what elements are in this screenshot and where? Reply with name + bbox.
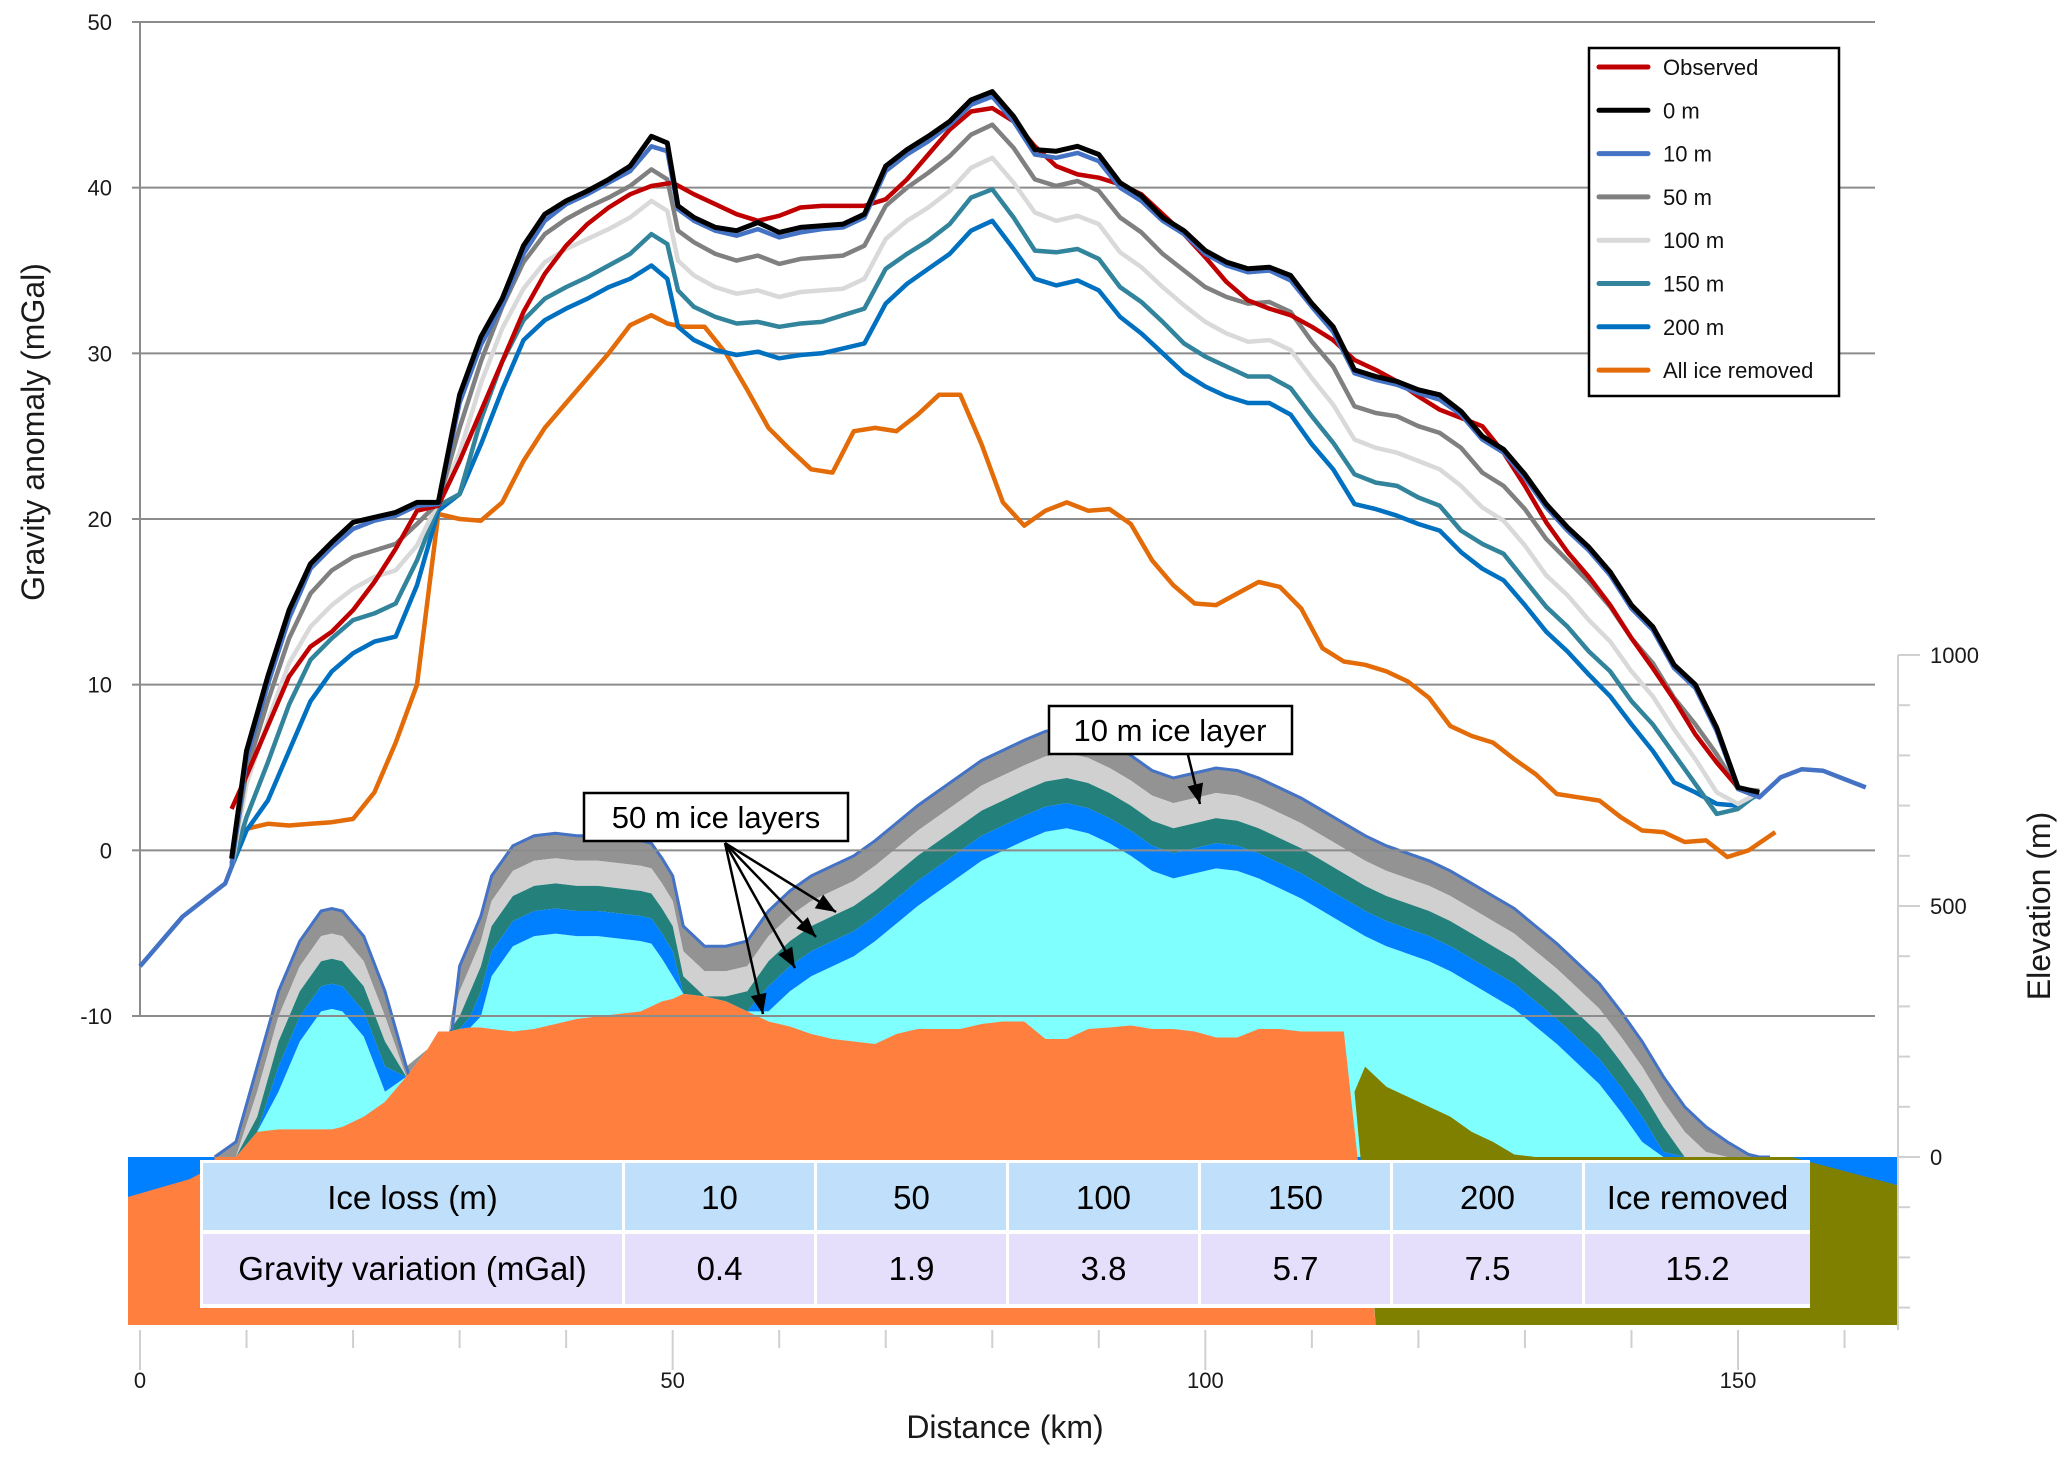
x-tick-label: 100 xyxy=(1187,1368,1224,1393)
annotation-label: 10 m ice layer xyxy=(1074,713,1267,748)
table-row-cell xyxy=(1393,1234,1582,1304)
table-header-cell xyxy=(1585,1163,1810,1230)
legend-label: 50 m xyxy=(1663,185,1712,210)
y-tick-label: 50 xyxy=(88,10,112,35)
gravity-series xyxy=(138,89,1867,968)
series-line-100-m xyxy=(229,155,1761,868)
table-header-text: 10 xyxy=(701,1179,738,1216)
arrow-head xyxy=(796,917,816,937)
table-header-text: Ice loss (m) xyxy=(327,1179,498,1216)
annotation-label: 50 m ice layers xyxy=(612,800,820,835)
table-row-text: Gravity variation (mGal) xyxy=(238,1250,586,1287)
legend-label: 10 m xyxy=(1663,142,1712,167)
arrow-head xyxy=(1187,782,1204,804)
arrow-head xyxy=(778,946,795,968)
table-header-cell xyxy=(817,1163,1006,1230)
x-tick-label: 0 xyxy=(134,1368,146,1393)
y-axis-title: Gravity anomaly (mGal) xyxy=(15,263,51,601)
table-header-cell xyxy=(1201,1163,1390,1230)
annotation-box xyxy=(1047,704,1294,756)
series-line-150-m xyxy=(229,187,1761,868)
legend-label: Observed xyxy=(1663,55,1758,80)
y-tick-label: 30 xyxy=(88,341,112,366)
arrow-head xyxy=(750,992,767,1014)
legend-label: All ice removed xyxy=(1663,358,1813,383)
table-header-text: 200 xyxy=(1460,1179,1515,1216)
arrow-line xyxy=(723,842,797,969)
table-header-text: Ice removed xyxy=(1607,1179,1789,1216)
series-line-observed xyxy=(229,105,1740,810)
table-row-text: 3.8 xyxy=(1081,1250,1127,1287)
table-header-text: 150 xyxy=(1268,1179,1323,1216)
legend: Observed 0 m 10 m 50 m 100 m 150 m 200 m All ic… xyxy=(1587,46,1841,398)
table-header-cell xyxy=(1009,1163,1198,1230)
y-tick-label: 20 xyxy=(88,507,112,532)
annotation-arrows xyxy=(1186,754,1204,805)
legend-label: 200 m xyxy=(1663,315,1724,340)
y-tick-label: 40 xyxy=(88,176,112,201)
series-line-50-m xyxy=(229,122,1760,864)
series-line-all-ice-removed xyxy=(229,312,1777,868)
y2-axis-title: Elevation (m) xyxy=(2021,812,2057,1001)
annotation-10m-ice-layer: 10 m ice layer xyxy=(1047,704,1294,805)
legend-box xyxy=(1587,46,1841,398)
y-tick-label: 10 xyxy=(88,673,112,698)
arrow-line xyxy=(724,842,817,938)
ice-loss-table: Ice loss (m) Gravity variation (mGal) 10 0.… xyxy=(200,1160,1810,1308)
arrow-line xyxy=(724,841,837,914)
y2-tick-label: 500 xyxy=(1930,894,1967,919)
table-header-text: 100 xyxy=(1076,1179,1131,1216)
table-header-text: 50 xyxy=(893,1179,930,1216)
table-row-cell xyxy=(625,1234,814,1304)
table-row-cell xyxy=(1201,1234,1390,1304)
table-row-cell xyxy=(817,1234,1006,1304)
annotation-box xyxy=(582,791,850,843)
table-row-text: 0.4 xyxy=(697,1250,743,1287)
table-row-text: 7.5 xyxy=(1465,1250,1511,1287)
y-tick-label: -10 xyxy=(80,1004,112,1029)
y-tick-label: 0 xyxy=(100,838,112,863)
arrow-head xyxy=(814,894,836,912)
table-header-cell xyxy=(203,1163,622,1230)
legend-label: 0 m xyxy=(1663,98,1700,123)
y2-tick-label: 0 xyxy=(1930,1145,1942,1170)
series-line-0-m xyxy=(229,89,1760,859)
table-header-cell xyxy=(625,1163,814,1230)
x-tick-label: 150 xyxy=(1720,1368,1757,1393)
x-tick-label: 50 xyxy=(660,1368,684,1393)
table-row-cell xyxy=(1009,1234,1198,1304)
arrow-line xyxy=(723,842,765,1015)
legend-label: 100 m xyxy=(1663,228,1724,253)
y2-tick-label: 1000 xyxy=(1930,643,1979,668)
ice-surface-10m-outline xyxy=(213,726,1770,1159)
table-row-text: 15.2 xyxy=(1665,1250,1729,1287)
table-row-text: 5.7 xyxy=(1273,1250,1319,1287)
table-row-cell xyxy=(203,1234,622,1304)
annotation-arrows xyxy=(723,841,837,1015)
table-header-cell xyxy=(1393,1163,1582,1230)
x-axis-title: Distance (km) xyxy=(906,1409,1103,1445)
table-row-cell xyxy=(1585,1234,1810,1304)
annotation-50m-ice-layers: 50 m ice layers xyxy=(582,791,850,1015)
legend-label: 150 m xyxy=(1663,272,1724,297)
series-line-200-m xyxy=(229,218,1761,868)
table-row-text: 1.9 xyxy=(889,1250,935,1287)
